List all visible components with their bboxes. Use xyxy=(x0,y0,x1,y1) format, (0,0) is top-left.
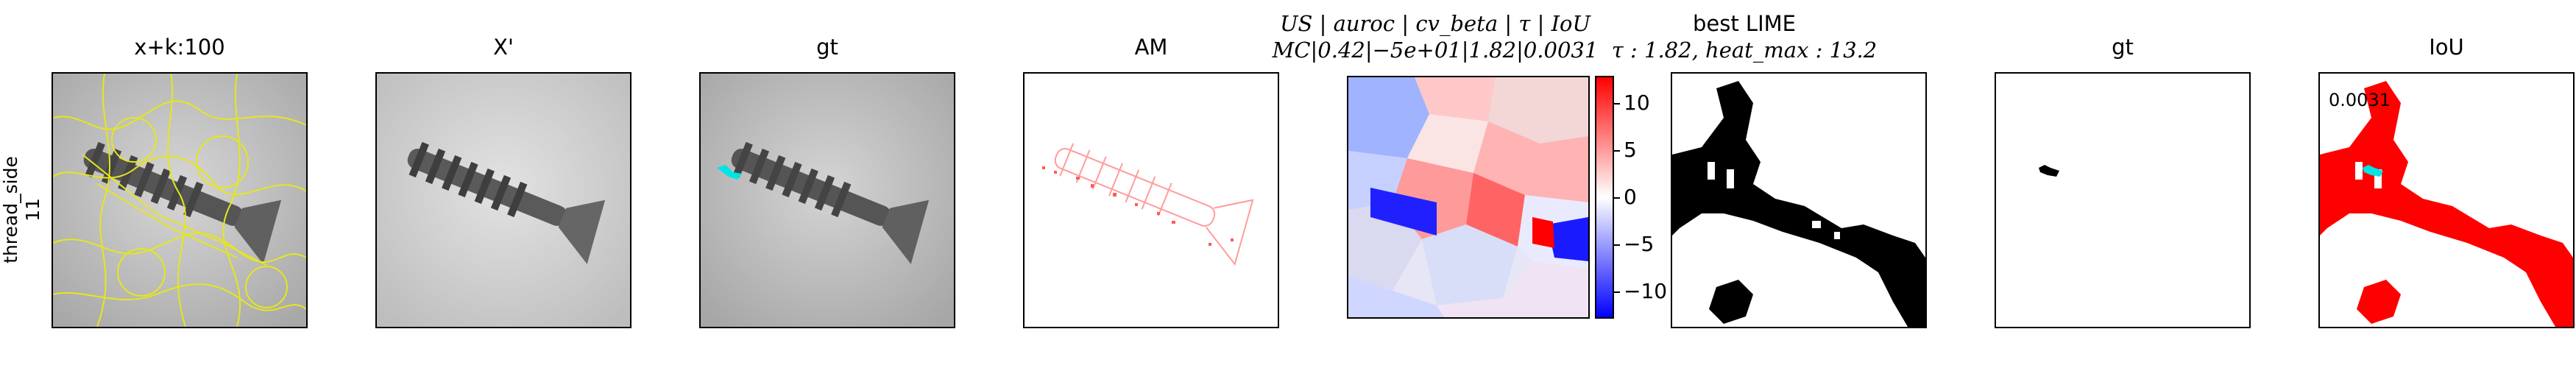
iou-image xyxy=(2320,74,2573,327)
panel-2-title: X' xyxy=(493,35,514,60)
panel-lime-heatmap xyxy=(1347,76,1590,319)
panel-7-title: gt xyxy=(2112,35,2134,60)
lime-heatmap-image xyxy=(1348,77,1588,317)
panel-superpixels xyxy=(52,72,308,328)
panel-5-title-line1: US | auroc | cv_beta | τ | IoU xyxy=(1280,11,1590,36)
panel-ground-truth-mask xyxy=(1995,72,2251,328)
panel-8-title: IoU xyxy=(2429,35,2464,60)
ground-truth-overlay-image xyxy=(701,74,954,327)
gt-mask-blob xyxy=(2039,165,2059,177)
panel-ground-truth-overlay xyxy=(699,72,955,328)
best-lime-mask-image xyxy=(1672,74,1925,327)
colorbar xyxy=(1595,76,1614,319)
panel-1-title: x+k:100 xyxy=(134,35,225,60)
panel-4-title: AM xyxy=(1134,35,1168,60)
panel-reconstruction xyxy=(375,72,631,328)
reconstruction-image xyxy=(377,74,630,327)
row-label: thread_side 11 xyxy=(0,136,44,283)
colorbar-tick-label: −10 xyxy=(1624,279,1668,303)
iou-value: 0.0031 xyxy=(2329,90,2391,110)
ground-truth-mask-image xyxy=(1996,74,2249,327)
panel-iou: 0.0031 xyxy=(2318,72,2575,328)
panel-6-title: best LIME τ : 1.82, heat_max : 13.2 xyxy=(1560,10,1928,63)
panel-6-title-line2: τ : 1.82, heat_max : 13.2 xyxy=(1611,38,1878,63)
panel-anomaly-map xyxy=(1023,72,1279,328)
colorbar-tick-label: 5 xyxy=(1624,138,1637,162)
gt-mark xyxy=(717,165,742,180)
panel-5-title: US | auroc | cv_beta | τ | IoU MC|0.42|−… xyxy=(1251,10,1619,63)
colorbar-tick xyxy=(1614,244,1620,246)
colorbar-tick xyxy=(1614,291,1620,293)
colorbar-tick xyxy=(1614,150,1620,152)
panel-3-title: gt xyxy=(816,35,838,60)
iou-overlap-mark xyxy=(2363,165,2383,177)
screw-shape xyxy=(83,141,282,264)
superpixel-image xyxy=(53,74,306,327)
row-label-line2: 11 xyxy=(22,198,43,222)
colorbar-tick xyxy=(1614,197,1620,199)
anomaly-map-image xyxy=(1025,74,1278,327)
colorbar-tick-label: 10 xyxy=(1624,91,1650,115)
row-label-line1: thread_side xyxy=(0,156,21,263)
colorbar-tick-label: 0 xyxy=(1624,185,1637,209)
panel-6-title-line1: best LIME xyxy=(1692,11,1796,36)
colorbar-tick xyxy=(1614,103,1620,105)
panel-5-title-line2: MC|0.42|−5e+01|1.82|0.0031 xyxy=(1272,38,1599,63)
panel-best-lime-mask xyxy=(1671,72,1927,328)
colorbar-tick-label: −5 xyxy=(1624,232,1655,256)
